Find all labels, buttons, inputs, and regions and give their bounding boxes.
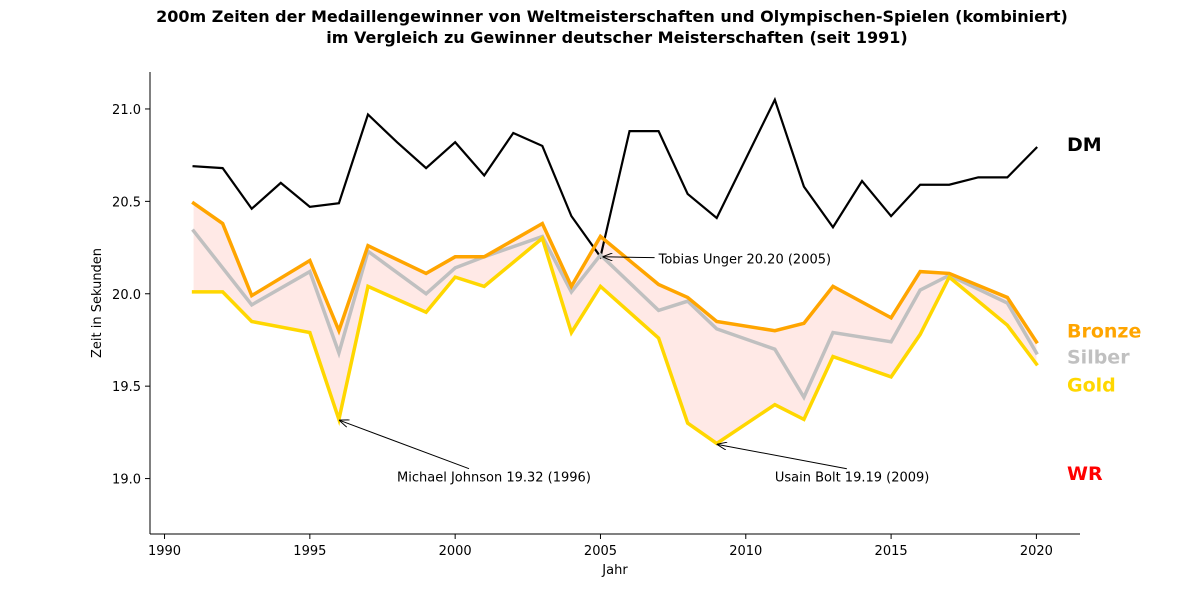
chart-title-line2: im Vergleich zu Gewinner deutscher Meist… bbox=[326, 28, 907, 47]
y-tick-label: 20.0 bbox=[112, 288, 141, 303]
medal-range-fill bbox=[193, 203, 1037, 444]
series-label-bronze: Bronze bbox=[1067, 321, 1141, 343]
annotation-arrow bbox=[340, 420, 470, 470]
y-axis-label: Zeit in Sekunden bbox=[90, 248, 105, 358]
series-label-dm: DM bbox=[1067, 134, 1102, 156]
series-labels: DM Bronze Silber Gold WR bbox=[1067, 134, 1141, 485]
chart-title-line1: 200m Zeiten der Medaillengewinner von We… bbox=[156, 7, 1068, 26]
x-tick-label: 2020 bbox=[1020, 544, 1053, 559]
annotation-arrow bbox=[603, 257, 655, 258]
series-line-bronze bbox=[191, 200, 1039, 345]
annotation-text: Michael Johnson 19.32 (1996) bbox=[397, 471, 591, 486]
series-label-gold: Gold bbox=[1067, 374, 1116, 396]
annotations: Tobias Unger 20.20 (2005) Michael Johnson… bbox=[340, 253, 929, 486]
y-ticks: 19.0 19.5 20.0 20.5 21.0 bbox=[112, 103, 150, 488]
x-tick-label: 2015 bbox=[875, 544, 908, 559]
annotation-text: Usain Bolt 19.19 (2009) bbox=[775, 471, 930, 486]
x-tick-label: 2000 bbox=[439, 544, 472, 559]
x-tick-label: 2005 bbox=[584, 544, 617, 559]
series-line-silber bbox=[191, 228, 1039, 402]
x-axis-label: Jahr bbox=[601, 563, 628, 578]
series-label-wr: WR bbox=[1067, 463, 1103, 485]
annotation-text: Tobias Unger 20.20 (2005) bbox=[658, 253, 831, 268]
y-tick-label: 19.0 bbox=[112, 473, 141, 488]
series-line-dm bbox=[192, 96, 1038, 260]
series-line-gold bbox=[191, 235, 1039, 446]
x-tick-label: 2010 bbox=[729, 544, 762, 559]
y-tick-label: 19.5 bbox=[112, 380, 141, 395]
fill-between-gold-bronze bbox=[193, 203, 1037, 444]
series-lines bbox=[191, 96, 1039, 446]
y-tick-label: 20.5 bbox=[112, 195, 141, 210]
series-label-silber: Silber bbox=[1067, 347, 1130, 369]
x-tick-label: 1990 bbox=[148, 544, 181, 559]
x-tick-label: 1995 bbox=[293, 544, 326, 559]
annotation-arrow bbox=[718, 444, 847, 470]
y-tick-label: 21.0 bbox=[112, 103, 141, 118]
x-ticks: 1990 1995 2000 2005 2010 2015 2020 bbox=[148, 534, 1053, 559]
